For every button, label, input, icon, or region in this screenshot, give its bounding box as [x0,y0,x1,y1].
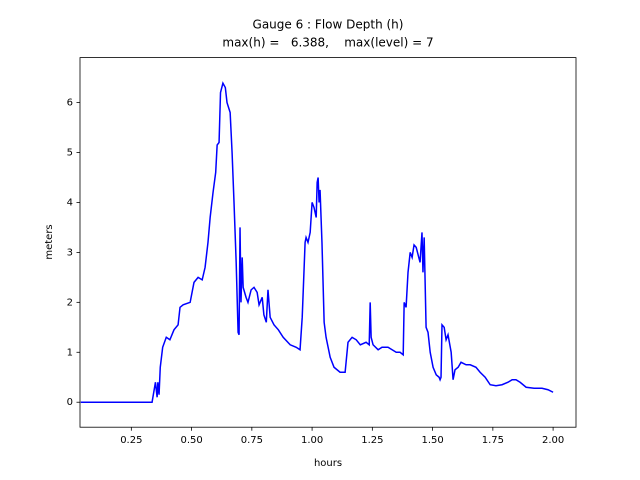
x-tick-label: 1.50 [421,435,443,446]
x-tick-label: 0.25 [120,435,142,446]
x-tick-label: 0.75 [241,435,263,446]
y-tick-label: 0 [67,397,73,408]
x-tick-label: 2.00 [542,435,564,446]
chart-subtitle: max(h) = 6.388, max(level) = 7 [222,36,433,50]
x-tick-label: 1.00 [301,435,323,446]
y-tick-label: 6 [67,98,73,109]
x-tick-label: 1.75 [482,435,504,446]
x-axis-label: hours [314,458,342,469]
chart-title: Gauge 6 : Flow Depth (h) [253,18,404,32]
plot-frame [79,57,577,428]
y-tick-label: 3 [67,247,73,258]
x-tick-label: 1.25 [361,435,383,446]
data-line [80,81,554,403]
y-tick-label: 5 [67,147,73,158]
x-tick-label: 0.50 [180,435,202,446]
y-tick-label: 2 [67,297,73,308]
y-tick-label: 4 [67,197,73,208]
y-axis-label: meters [44,224,55,259]
y-tick-label: 1 [67,347,73,358]
